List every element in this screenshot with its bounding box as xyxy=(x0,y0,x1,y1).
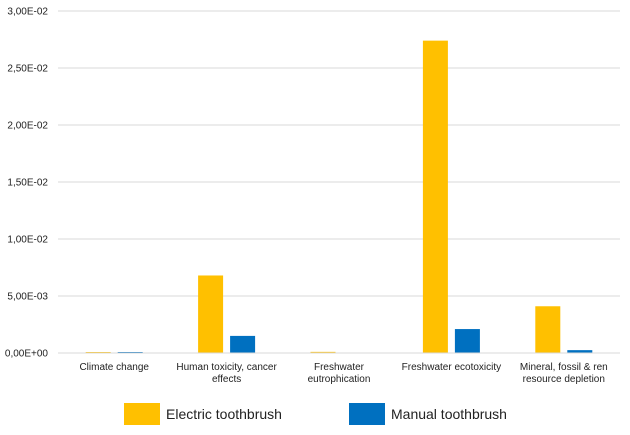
legend-label-manual: Manual toothbrush xyxy=(391,406,507,422)
y-tick-label: 0,00E+00 xyxy=(5,349,49,360)
y-tick-label: 5,00E-03 xyxy=(7,292,48,303)
bars xyxy=(85,40,593,353)
legend: Electric toothbrush Manual toothbrush xyxy=(0,400,630,430)
x-category-label: Human toxicity, cancer xyxy=(176,362,277,373)
legend-swatch-manual xyxy=(349,403,385,425)
y-tick-label: 1,50E-02 xyxy=(7,178,48,189)
x-category-label: Freshwater ecotoxicity xyxy=(402,362,501,373)
legend-label-electric: Electric toothbrush xyxy=(166,406,282,422)
x-axis: Climate change Human toxicity, cancereffe… xyxy=(79,362,607,385)
bar-electric xyxy=(310,351,336,353)
legend-item-electric: Electric toothbrush xyxy=(124,402,282,426)
x-category-label: resource depletion xyxy=(523,374,605,385)
y-tick-label: 2,50E-02 xyxy=(7,64,48,75)
x-category-label: effects xyxy=(212,374,241,385)
legend-item-manual: Manual toothbrush xyxy=(349,402,507,426)
x-category-label: Freshwater xyxy=(314,362,365,373)
y-tick-label: 1,00E-02 xyxy=(7,235,48,246)
x-category-label: eutrophication xyxy=(308,374,371,385)
bar-chart: 0,00E+00 5,00E-03 1,00E-02 1,50E-02 2,00E-02… xyxy=(5,7,620,385)
bar-electric xyxy=(422,40,448,353)
bar-electric xyxy=(535,306,561,353)
legend-swatch-electric xyxy=(124,403,160,425)
bar-electric xyxy=(198,275,224,353)
y-tick-label: 2,00E-02 xyxy=(7,121,48,132)
x-category-label: Climate change xyxy=(79,362,149,373)
bar-manual xyxy=(230,335,256,353)
gridlines xyxy=(58,10,620,297)
bar-manual xyxy=(454,329,480,353)
bar-manual xyxy=(567,350,593,353)
y-axis: 0,00E+00 5,00E-03 1,00E-02 1,50E-02 2,00E-02… xyxy=(5,7,49,360)
x-category-label: Mineral, fossil & ren xyxy=(520,362,608,373)
y-tick-label: 3,00E-02 xyxy=(7,7,48,18)
